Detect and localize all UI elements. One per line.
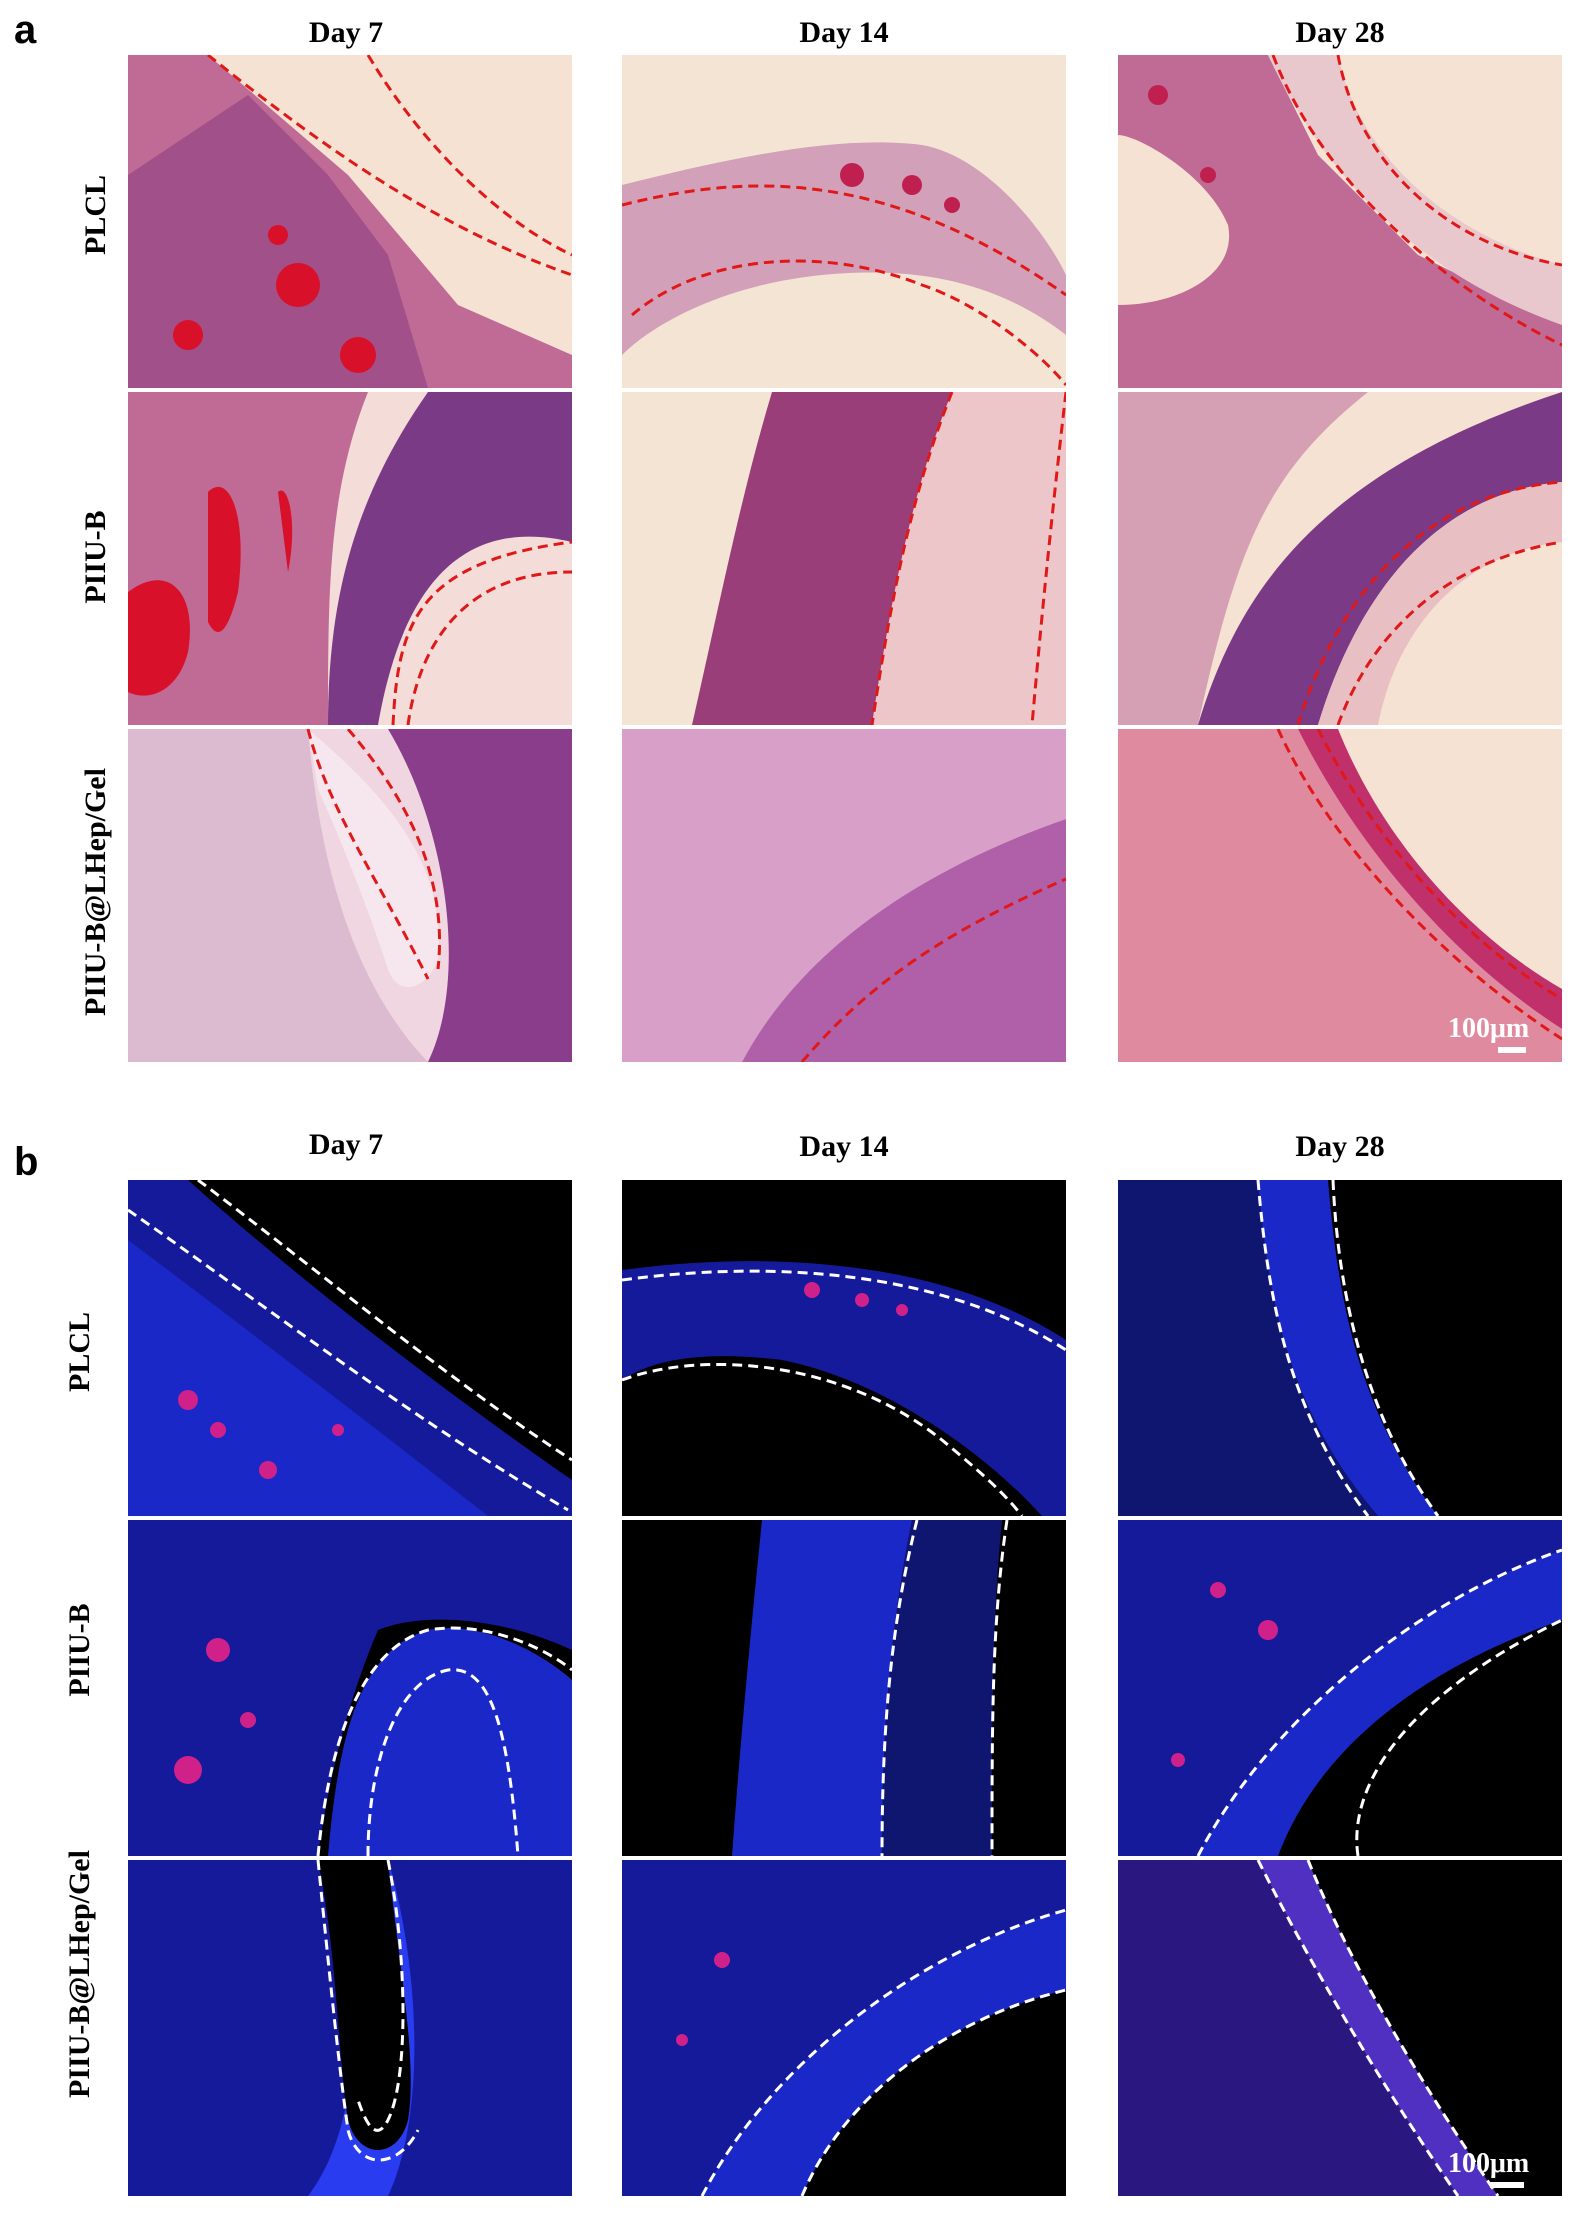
he-image-plcl-day14 xyxy=(622,55,1066,388)
he-image-piiub-lhep-day7 xyxy=(128,729,572,1062)
panel-b-col-day14: Day 14 xyxy=(799,1130,889,1163)
if-image-piiub-lhep-day28: 100μm xyxy=(1118,1860,1562,2196)
he-image-piiub-day7 xyxy=(128,392,572,725)
panel-a-col-day28: Day 28 xyxy=(1295,16,1385,49)
panel-a-scale-label: 100μm xyxy=(1448,1013,1530,1044)
he-image-piiub-lhep-day14 xyxy=(622,729,1066,1062)
panel-a-row-piiub-lhep: PIIU-B@LHep/Gel xyxy=(79,768,112,1016)
he-image-piiub-lhep-day28: 100μm xyxy=(1118,729,1562,1062)
if-image-plcl-day14 xyxy=(622,1180,1066,1516)
if-image-plcl-day28 xyxy=(1118,1180,1562,1516)
panel-b-scale-label: 100μm xyxy=(1448,2148,1530,2179)
he-image-plcl-day7 xyxy=(128,55,572,388)
if-image-plcl-day7 xyxy=(128,1180,572,1516)
panel-a-row-plcl: PLCL xyxy=(79,174,112,256)
if-image-piiub-day28 xyxy=(1118,1520,1562,1856)
panel-b-row-plcl: PLCL xyxy=(63,1311,96,1393)
he-image-piiub-day28 xyxy=(1118,392,1562,725)
panel-a-row-piiub: PIIU-B xyxy=(79,510,112,604)
panel-b-col-day28: Day 28 xyxy=(1295,1130,1385,1163)
panel-b-row-piiub: PIIU-B xyxy=(63,1603,96,1697)
panel-b-letter: b xyxy=(14,1140,39,1184)
panel-a-col-day7: Day 7 xyxy=(308,16,384,49)
if-image-piiub-day14 xyxy=(622,1520,1066,1856)
panel-a-letter: a xyxy=(14,8,37,52)
panel-b-col-day7: Day 7 xyxy=(308,1128,384,1161)
panel-b-scale-bar xyxy=(1490,2182,1524,2188)
panel-b-row-piiub-lhep: PIIU-B@LHep/Gel xyxy=(63,1850,96,2098)
if-image-piiub-day7 xyxy=(128,1520,572,1856)
if-image-piiub-lhep-day7 xyxy=(128,1860,572,2196)
panel-a-scale-bar xyxy=(1498,1047,1526,1053)
if-image-piiub-lhep-day14 xyxy=(622,1860,1066,2196)
he-image-piiub-day14 xyxy=(622,392,1066,725)
panel-a-col-day14: Day 14 xyxy=(799,16,889,49)
he-image-plcl-day28 xyxy=(1118,55,1562,388)
